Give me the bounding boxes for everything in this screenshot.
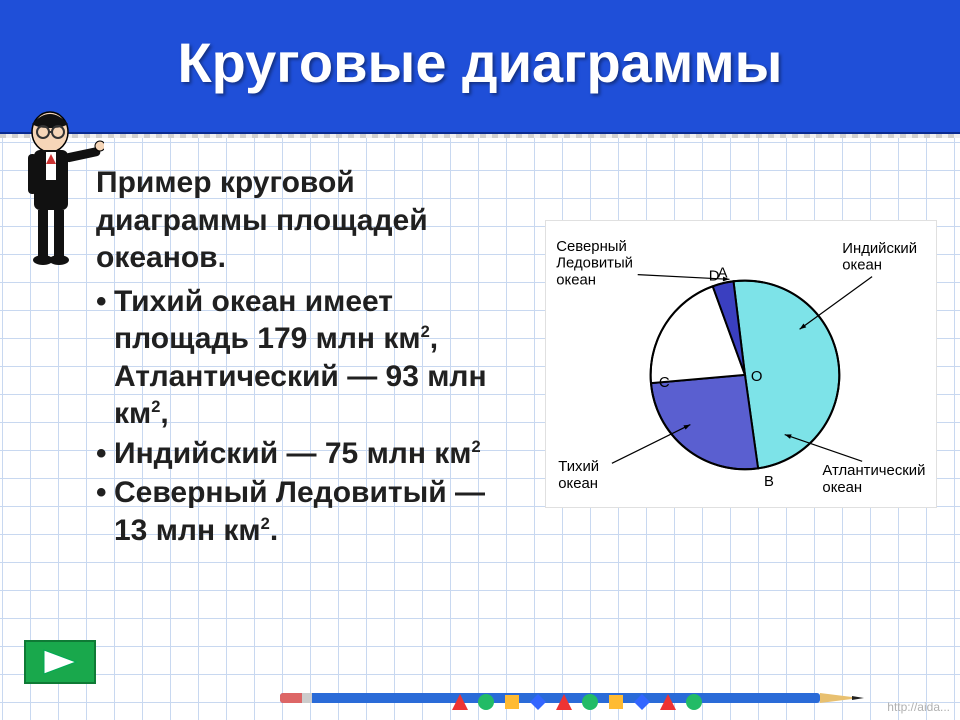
lead-paragraph: Пример круговой диаграммы площадей океан… xyxy=(96,164,526,277)
svg-text:B: B xyxy=(764,474,774,490)
slide: Круговые диаграммы Пример круговой диагр… xyxy=(0,0,960,720)
bullet-item: Северный Ледовитый — 13 млн км2. xyxy=(96,474,526,549)
bullet-list: Тихий океан имеет площадь 179 млн км2, А… xyxy=(96,283,526,550)
teacher-icon xyxy=(8,110,104,270)
svg-text:океан: океан xyxy=(822,480,862,496)
pie-chart: OABCDСеверныйЛедовитыйокеанИндийскийокеа… xyxy=(545,220,937,508)
svg-text:Ледовитый: Ледовитый xyxy=(556,256,633,272)
svg-text:Атлантический: Атлантический xyxy=(822,463,925,479)
shapes-decor xyxy=(450,688,704,712)
svg-text:океан: океан xyxy=(842,258,882,274)
svg-text:D: D xyxy=(709,268,720,284)
svg-text:океан: океан xyxy=(556,273,596,289)
next-button[interactable] xyxy=(24,640,96,684)
footer-url: http://aida... xyxy=(887,700,950,714)
body-text: Пример круговой диаграммы площадей океан… xyxy=(96,164,526,549)
svg-text:C: C xyxy=(659,375,670,391)
svg-text:Тихий: Тихий xyxy=(558,459,599,475)
bullet-item: Тихий океан имеет площадь 179 млн км2, А… xyxy=(96,283,526,433)
play-icon xyxy=(40,648,80,676)
svg-text:Северный: Северный xyxy=(556,239,627,255)
slide-title: Круговые диаграммы xyxy=(0,30,960,95)
svg-text:Индийский: Индийский xyxy=(842,241,917,257)
svg-text:O: O xyxy=(751,369,763,385)
bullet-item: Индийский — 75 млн км2 xyxy=(96,435,526,473)
svg-text:океан: океан xyxy=(558,476,598,492)
